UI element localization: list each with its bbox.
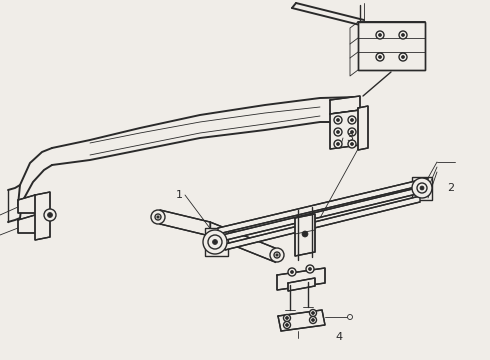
Circle shape bbox=[376, 53, 384, 61]
Circle shape bbox=[157, 216, 159, 218]
Circle shape bbox=[347, 315, 352, 320]
Circle shape bbox=[399, 31, 407, 39]
Circle shape bbox=[412, 178, 432, 198]
Circle shape bbox=[270, 248, 284, 262]
Circle shape bbox=[420, 186, 424, 190]
Polygon shape bbox=[160, 210, 210, 236]
Polygon shape bbox=[330, 110, 360, 149]
Circle shape bbox=[350, 143, 353, 145]
Polygon shape bbox=[210, 222, 275, 262]
Circle shape bbox=[213, 239, 218, 244]
Polygon shape bbox=[18, 215, 38, 233]
Circle shape bbox=[48, 212, 52, 217]
Polygon shape bbox=[18, 195, 38, 213]
Polygon shape bbox=[330, 96, 360, 114]
Polygon shape bbox=[205, 228, 228, 256]
Text: 1: 1 bbox=[176, 190, 183, 200]
Circle shape bbox=[378, 33, 382, 36]
Circle shape bbox=[291, 270, 294, 274]
Circle shape bbox=[417, 183, 427, 193]
Circle shape bbox=[376, 31, 384, 39]
Circle shape bbox=[312, 311, 315, 315]
Circle shape bbox=[334, 116, 342, 124]
Polygon shape bbox=[278, 310, 325, 331]
Circle shape bbox=[286, 324, 289, 327]
Polygon shape bbox=[225, 196, 420, 250]
Circle shape bbox=[348, 116, 356, 124]
Circle shape bbox=[337, 143, 340, 145]
Circle shape bbox=[348, 140, 356, 148]
Text: 3: 3 bbox=[346, 133, 353, 143]
Polygon shape bbox=[412, 177, 432, 200]
Circle shape bbox=[350, 118, 353, 122]
Circle shape bbox=[378, 55, 382, 59]
Circle shape bbox=[302, 231, 308, 237]
Text: 4: 4 bbox=[335, 332, 342, 342]
Circle shape bbox=[312, 319, 315, 321]
Polygon shape bbox=[358, 22, 425, 70]
Polygon shape bbox=[218, 186, 425, 242]
Polygon shape bbox=[358, 106, 368, 150]
Circle shape bbox=[337, 118, 340, 122]
Circle shape bbox=[284, 321, 291, 328]
Polygon shape bbox=[295, 214, 315, 256]
Circle shape bbox=[203, 230, 227, 254]
Polygon shape bbox=[35, 192, 50, 240]
Circle shape bbox=[337, 131, 340, 134]
Circle shape bbox=[401, 55, 405, 59]
Circle shape bbox=[334, 140, 342, 148]
Circle shape bbox=[208, 235, 222, 249]
Circle shape bbox=[348, 128, 356, 136]
Polygon shape bbox=[277, 268, 325, 290]
Circle shape bbox=[151, 210, 165, 224]
Circle shape bbox=[399, 53, 407, 61]
Circle shape bbox=[306, 265, 314, 273]
Circle shape bbox=[310, 316, 317, 324]
Circle shape bbox=[334, 128, 342, 136]
Polygon shape bbox=[288, 278, 315, 291]
Circle shape bbox=[155, 214, 161, 220]
Circle shape bbox=[350, 131, 353, 134]
Circle shape bbox=[44, 209, 56, 221]
Circle shape bbox=[288, 268, 296, 276]
Circle shape bbox=[276, 254, 278, 256]
Text: 2: 2 bbox=[447, 183, 454, 193]
Circle shape bbox=[309, 267, 312, 270]
Circle shape bbox=[286, 316, 289, 320]
Circle shape bbox=[310, 310, 317, 316]
Circle shape bbox=[284, 315, 291, 321]
Circle shape bbox=[274, 252, 280, 258]
Polygon shape bbox=[218, 178, 428, 234]
Circle shape bbox=[401, 33, 405, 36]
